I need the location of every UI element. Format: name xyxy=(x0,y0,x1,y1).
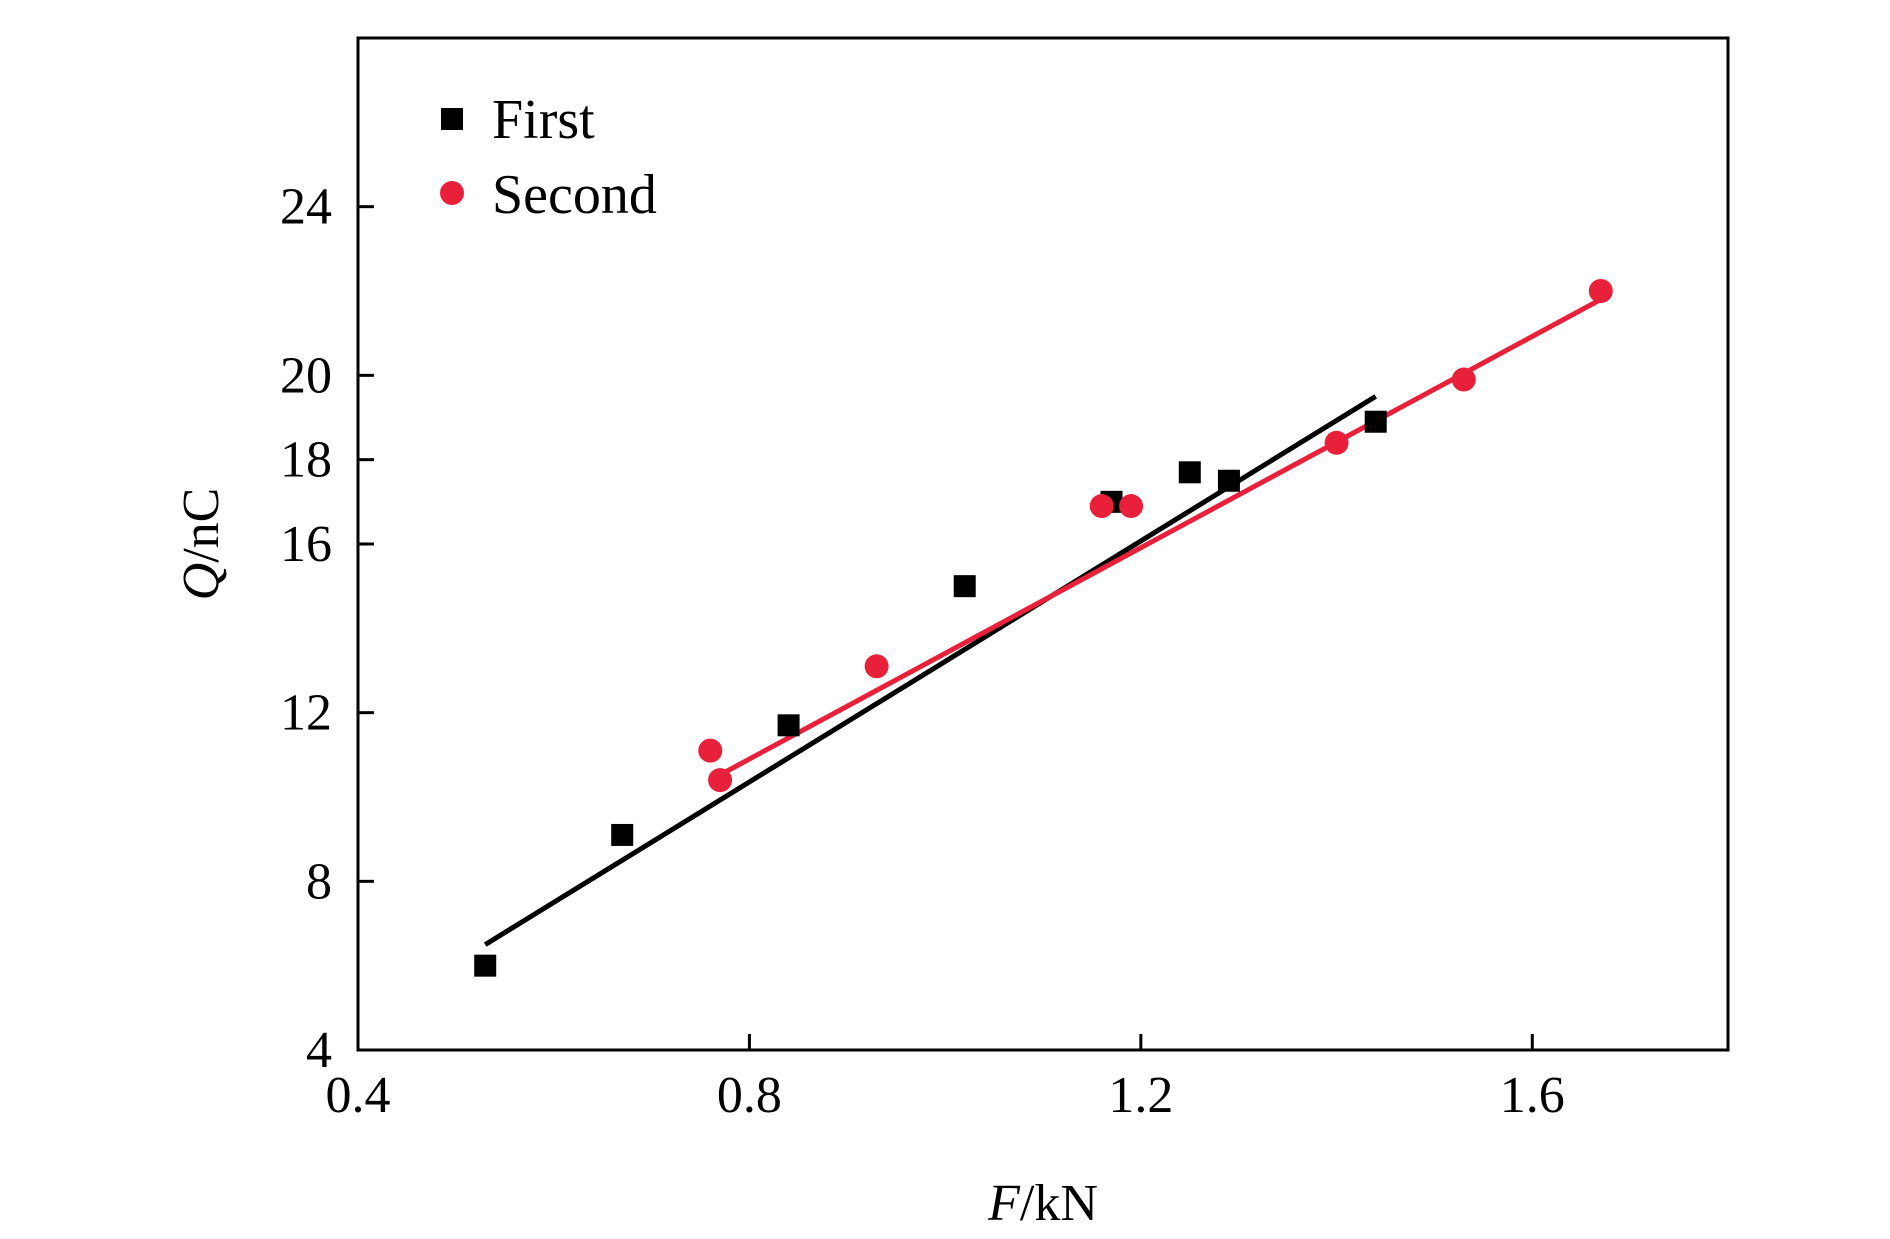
point-first xyxy=(1364,410,1387,433)
point-first xyxy=(611,823,634,846)
point-second xyxy=(698,738,723,763)
data-points xyxy=(474,279,1613,977)
y-axis-ticks: 4 8 12 16 18 20 24 xyxy=(280,179,374,1079)
point-second xyxy=(864,654,889,679)
x-tick-label: 0.8 xyxy=(717,1067,782,1124)
y-tick-label: 20 xyxy=(280,347,332,404)
y-axis-var: Q xyxy=(173,563,230,601)
point-first xyxy=(953,575,976,598)
y-tick-label: 24 xyxy=(280,179,332,236)
y-tick-label: 12 xyxy=(280,685,332,742)
point-second xyxy=(1089,494,1114,519)
legend-marker-first xyxy=(441,108,463,130)
y-axis-unit: /nC xyxy=(173,488,230,563)
point-first xyxy=(1178,461,1201,484)
point-second xyxy=(1451,367,1476,392)
x-tick-label: 1.2 xyxy=(1108,1067,1173,1124)
x-axis-label: F/kN xyxy=(987,1175,1098,1232)
x-axis-var: F xyxy=(987,1175,1021,1232)
x-axis-ticks: 0.4 0.8 1.2 1.6 xyxy=(326,1034,1565,1124)
legend: First Second xyxy=(440,89,657,226)
point-first xyxy=(777,714,800,737)
point-second xyxy=(708,768,733,793)
y-tick-label: 16 xyxy=(280,516,332,573)
point-second xyxy=(1324,430,1349,455)
fit-line-first xyxy=(483,394,1378,947)
x-axis-unit: /kN xyxy=(1020,1175,1098,1232)
x-tick-label: 0.4 xyxy=(326,1067,391,1124)
legend-label-first: First xyxy=(492,89,595,151)
y-tick-label: 8 xyxy=(306,853,332,910)
legend-label-second: Second xyxy=(492,164,657,226)
point-first xyxy=(1217,469,1240,492)
y-tick-label: 18 xyxy=(280,432,332,489)
fit-lines xyxy=(483,297,1602,947)
y-axis-label: Q/nC xyxy=(173,488,230,601)
y-tick-label: 4 xyxy=(306,1022,332,1079)
legend-marker-second xyxy=(440,181,464,205)
point-second xyxy=(1588,279,1613,303)
x-tick-label: 1.6 xyxy=(1500,1067,1565,1124)
point-first xyxy=(474,954,497,977)
point-second xyxy=(1119,494,1144,519)
